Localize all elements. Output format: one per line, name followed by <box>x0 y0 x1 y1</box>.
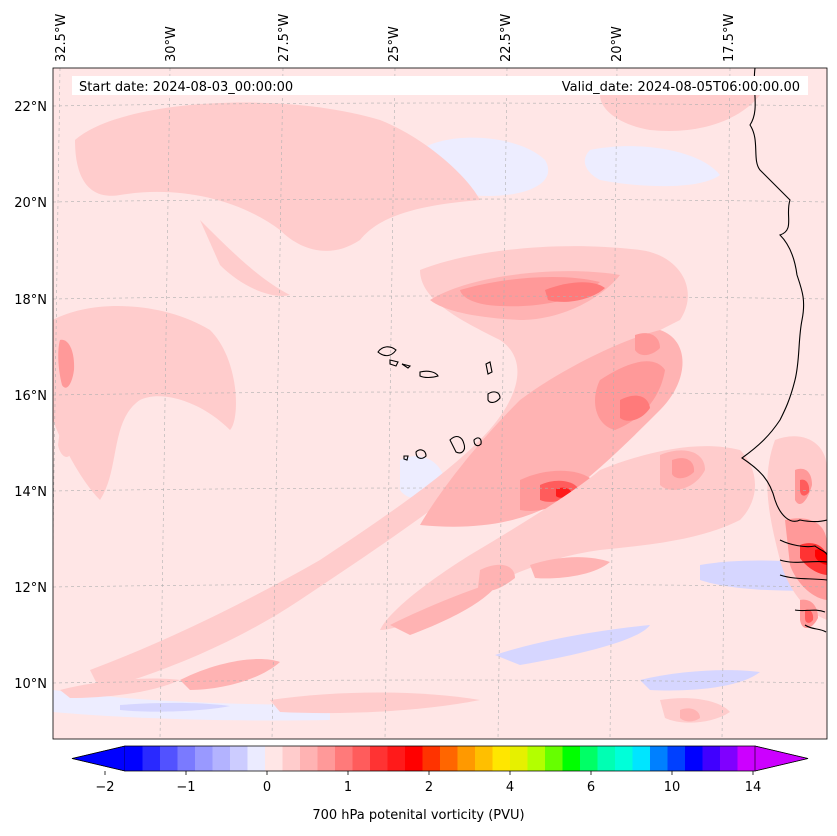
colorbar-segment <box>737 746 756 771</box>
colorbar-segment <box>545 746 563 771</box>
pv-field <box>53 68 827 739</box>
colorbar-segment <box>282 746 301 771</box>
colorbar-segment <box>422 746 441 771</box>
lon-label: 25°W <box>387 26 402 62</box>
lat-label: 10°N <box>14 677 47 692</box>
latitude-labels: 22°N 20°N 18°N 16°N 14°N 12°N 10°N <box>14 100 47 692</box>
colorbar-segment <box>632 746 651 771</box>
colorbar-segment <box>685 746 703 771</box>
colorbar-under-arrow <box>71 745 126 772</box>
colorbar-tick-label: 0 <box>263 780 271 795</box>
colorbar-segment <box>702 746 721 771</box>
colorbar-label: 700 hPa potenital vorticity (PVU) <box>312 808 525 823</box>
colorbar-outline <box>71 745 809 772</box>
lon-label: 17.5°W <box>722 14 737 62</box>
graticule <box>53 68 827 739</box>
colorbar-segment <box>160 746 178 771</box>
lat-label: 14°N <box>14 485 47 500</box>
colorbar-segment <box>142 746 161 771</box>
colorbar-segment <box>475 746 493 771</box>
colorbar-segment <box>597 746 616 771</box>
colorbar-segment <box>352 746 371 771</box>
colorbar-segment <box>615 746 633 771</box>
lon-label: 32.5°W <box>54 14 69 62</box>
colorbar-segment <box>177 746 196 771</box>
lat-label: 20°N <box>14 196 47 211</box>
colorbar-segment <box>300 746 318 771</box>
colorbar-segment <box>265 746 283 771</box>
colorbar-segment <box>125 746 143 771</box>
colorbar-segment <box>317 746 336 771</box>
colorbar-over-arrow <box>754 745 809 772</box>
colorbar-segment <box>405 746 423 771</box>
colorbar-segment <box>457 746 476 771</box>
lat-label: 12°N <box>14 581 47 596</box>
colorbar-segment <box>650 746 668 771</box>
valid-date-label: Valid_date: 2024-08-05T06:00:00.00 <box>562 80 800 95</box>
lat-label: 18°N <box>14 293 47 308</box>
colorbar-segment <box>440 746 458 771</box>
colorbar-segment <box>247 746 266 771</box>
colorbar-segment <box>667 746 686 771</box>
colorbar-tick-label: 10 <box>664 780 681 795</box>
lon-label: 30°W <box>164 26 179 62</box>
colorbar-segment <box>370 746 388 771</box>
colorbar-tick-label: −2 <box>95 780 114 795</box>
colorbar-segment <box>387 746 406 771</box>
colorbar-segment <box>527 746 546 771</box>
colorbar-tick-label: 2 <box>425 780 433 795</box>
colorbar-tick-label: 6 <box>587 780 595 795</box>
longitude-labels: 32.5°W 30°W 27.5°W 25°W 22.5°W 20°W 17.5°W <box>54 14 737 62</box>
colorbar-segment <box>335 746 353 771</box>
map-frame <box>52 67 828 740</box>
colorbar-segment <box>230 746 248 771</box>
colorbar-segment <box>492 746 511 771</box>
lat-label: 16°N <box>14 389 47 404</box>
colorbar-segment <box>580 746 598 771</box>
lon-label: 20°W <box>610 26 625 62</box>
lon-label: 27.5°W <box>277 14 292 62</box>
start-date-label: Start date: 2024-08-03_00:00:00 <box>79 80 293 95</box>
header-box <box>72 76 808 95</box>
colorbar-tick-label: 1 <box>344 780 352 795</box>
colorbar-segment <box>510 746 528 771</box>
colorbar-tick-label: 4 <box>506 780 514 795</box>
lat-label: 22°N <box>14 100 47 115</box>
colorbar-segment <box>195 746 213 771</box>
colorbar-segment <box>212 746 231 771</box>
lon-label: 22.5°W <box>499 14 514 62</box>
colorbar-segment <box>720 746 738 771</box>
colorbar-tick-label: 14 <box>745 780 762 795</box>
colorbar-segment <box>562 746 581 771</box>
colorbar: −2 −1 0 1 2 4 6 10 14 <box>71 745 809 795</box>
colorbar-tick-label: −1 <box>176 780 195 795</box>
coastline <box>377 68 827 633</box>
